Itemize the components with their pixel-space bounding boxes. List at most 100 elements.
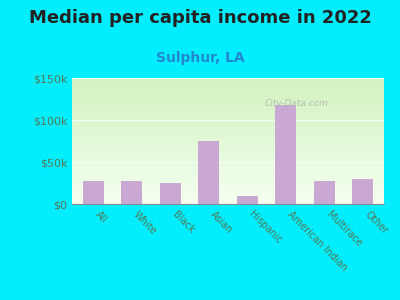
- Bar: [72, 193, 384, 194]
- Bar: [72, 118, 384, 120]
- Bar: [72, 179, 384, 180]
- Bar: [72, 151, 384, 152]
- Bar: [72, 82, 384, 83]
- Bar: [82, 181, 104, 204]
- Bar: [72, 101, 384, 102]
- Bar: [72, 181, 384, 183]
- Bar: [72, 97, 384, 98]
- Bar: [72, 178, 384, 179]
- Bar: [72, 94, 384, 96]
- Bar: [72, 165, 384, 166]
- Bar: [72, 202, 384, 203]
- Bar: [72, 158, 384, 159]
- Bar: [72, 92, 384, 93]
- Bar: [352, 179, 374, 204]
- Bar: [72, 169, 384, 170]
- Bar: [237, 196, 258, 204]
- Bar: [72, 199, 384, 200]
- Bar: [72, 156, 384, 158]
- Bar: [72, 117, 384, 118]
- Bar: [72, 148, 384, 150]
- Bar: [72, 203, 384, 204]
- Bar: [72, 111, 384, 112]
- Bar: [198, 141, 219, 204]
- Bar: [72, 155, 384, 156]
- Bar: [72, 189, 384, 190]
- Bar: [72, 171, 384, 172]
- Bar: [72, 175, 384, 176]
- Bar: [72, 191, 384, 193]
- Text: City-Data.com: City-Data.com: [265, 99, 329, 108]
- Bar: [72, 190, 384, 191]
- Bar: [72, 108, 384, 110]
- Bar: [72, 122, 384, 123]
- Bar: [72, 107, 384, 108]
- Bar: [72, 93, 384, 94]
- Bar: [72, 123, 384, 124]
- Bar: [72, 112, 384, 113]
- Bar: [72, 141, 384, 142]
- Bar: [72, 91, 384, 92]
- Bar: [72, 154, 384, 155]
- Bar: [72, 146, 384, 147]
- Bar: [72, 147, 384, 148]
- Bar: [72, 78, 384, 79]
- Bar: [72, 198, 384, 199]
- Bar: [72, 152, 384, 154]
- Bar: [72, 161, 384, 162]
- Bar: [72, 180, 384, 181]
- Bar: [72, 195, 384, 196]
- Bar: [72, 200, 384, 202]
- Bar: [72, 127, 384, 128]
- Bar: [72, 194, 384, 195]
- Text: Sulphur, LA: Sulphur, LA: [156, 51, 244, 65]
- Bar: [72, 113, 384, 115]
- Bar: [72, 83, 384, 84]
- Bar: [72, 176, 384, 178]
- Bar: [72, 167, 384, 169]
- Bar: [72, 80, 384, 82]
- Bar: [72, 130, 384, 131]
- Bar: [72, 134, 384, 135]
- Text: Median per capita income in 2022: Median per capita income in 2022: [28, 9, 372, 27]
- Bar: [72, 98, 384, 99]
- Bar: [72, 185, 384, 186]
- Bar: [72, 85, 384, 87]
- Bar: [72, 145, 384, 146]
- Bar: [72, 159, 384, 160]
- Bar: [72, 143, 384, 145]
- Bar: [72, 166, 384, 167]
- Bar: [72, 188, 384, 189]
- Bar: [72, 131, 384, 132]
- Bar: [72, 174, 384, 175]
- Bar: [72, 164, 384, 165]
- Bar: [72, 160, 384, 161]
- Bar: [72, 135, 384, 136]
- Bar: [72, 162, 384, 164]
- Bar: [72, 104, 384, 106]
- Bar: [72, 124, 384, 126]
- Bar: [72, 103, 384, 104]
- Bar: [121, 181, 142, 204]
- Bar: [72, 99, 384, 101]
- Bar: [72, 79, 384, 80]
- Bar: [72, 115, 384, 116]
- Bar: [72, 106, 384, 107]
- Bar: [72, 186, 384, 188]
- Bar: [72, 140, 384, 141]
- Bar: [72, 96, 384, 97]
- Bar: [72, 110, 384, 111]
- Bar: [72, 196, 384, 198]
- Bar: [72, 88, 384, 89]
- Bar: [275, 105, 296, 204]
- Bar: [72, 102, 384, 103]
- Bar: [72, 120, 384, 121]
- Bar: [72, 121, 384, 122]
- Bar: [72, 142, 384, 143]
- Bar: [72, 84, 384, 86]
- Bar: [160, 183, 181, 204]
- Bar: [72, 137, 384, 139]
- Bar: [72, 172, 384, 174]
- Bar: [72, 150, 384, 151]
- Bar: [72, 89, 384, 91]
